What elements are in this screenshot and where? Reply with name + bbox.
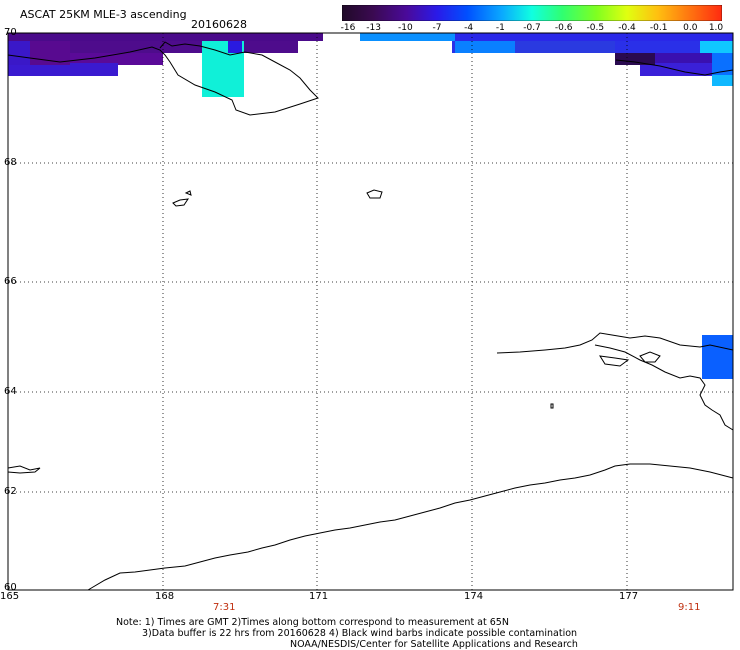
colorbar-label: 1.0 [708, 23, 724, 33]
swath-top-right [360, 33, 733, 86]
lon-label-177: 177 [619, 591, 639, 602]
colorbar-label: 0.0 [683, 23, 698, 33]
colorbar-label: -0.5 [586, 23, 605, 33]
lat-label-60: 60 [4, 582, 17, 593]
time-label-end: 9:11 [678, 602, 701, 613]
colorbar-label: -10 [397, 23, 413, 33]
lat-label-62: 62 [4, 486, 17, 497]
lon-label-174: 174 [464, 591, 484, 602]
product-title: ASCAT 25KM MLE-3 ascending [20, 8, 187, 21]
time-label-start: 7:31 [213, 602, 236, 613]
lat-label-68: 68 [4, 157, 17, 168]
colorbar-label: -7 [432, 23, 442, 33]
colorbar-label: -16 [340, 23, 356, 33]
swath-right-patch [702, 335, 733, 379]
coastline [7, 41, 734, 591]
product-date: 20160628 [191, 18, 247, 31]
lon-label-168: 168 [155, 591, 175, 602]
colorbar-label: -0.4 [618, 23, 636, 33]
colorbar-label: -1 [495, 23, 505, 33]
colorbar-label: -0.1 [649, 23, 668, 33]
map-frame [7, 32, 734, 591]
lat-label-66: 66 [4, 276, 17, 287]
colorbar-label: -4 [464, 23, 474, 33]
graticule [8, 33, 733, 590]
lon-label-171: 171 [309, 591, 329, 602]
colorbar-label: -0.6 [554, 23, 573, 33]
note-line-1: Note: 1) Times are GMT 2)Times along bot… [116, 617, 509, 628]
colorbar-label: -13 [366, 23, 382, 33]
note-line-3: NOAA/NESDIS/Center for Satellite Applica… [290, 639, 578, 650]
colorbar-label: -0.7 [523, 23, 541, 33]
lon-label-165: 165 [0, 591, 20, 602]
lat-label-64: 64 [4, 386, 17, 397]
colorbar [342, 5, 722, 21]
lat-label-70: 70 [4, 27, 17, 38]
note-line-2: 3)Data buffer is 22 hrs from 20160628 4)… [142, 628, 578, 639]
